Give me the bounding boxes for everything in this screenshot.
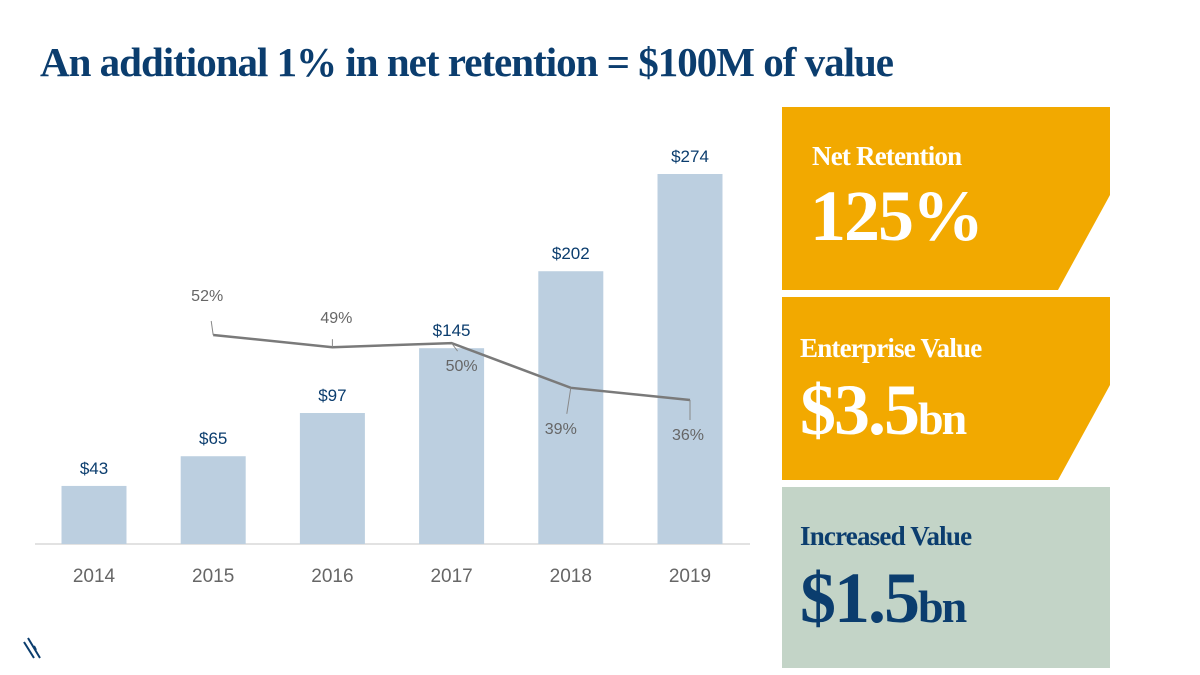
x-tick-label: 2015 xyxy=(192,566,234,587)
panel-value: 125% xyxy=(810,176,982,256)
bar-value-label: $145 xyxy=(433,321,471,340)
panel-number: $3.5 xyxy=(800,370,918,450)
label-leader xyxy=(451,342,459,352)
panel-label: Net Retention xyxy=(812,141,962,171)
line-value-label: 39% xyxy=(545,421,577,438)
logo-mark xyxy=(23,637,41,659)
logo xyxy=(23,637,41,659)
panel-number: $1.5 xyxy=(800,558,918,638)
label-leader xyxy=(566,387,572,414)
panel-unit: bn xyxy=(918,393,967,444)
panel-label: Increased Value xyxy=(800,521,972,551)
bar xyxy=(299,413,365,544)
x-tick-label: 2014 xyxy=(73,566,116,587)
bar-value-label: $43 xyxy=(80,459,108,478)
line-value-label: 52% xyxy=(191,288,223,305)
line-value-label: 49% xyxy=(320,310,352,327)
slide-title: An additional 1% in net retention = $100… xyxy=(40,39,894,85)
bar-value-label: $202 xyxy=(552,244,590,263)
line-value-label: 36% xyxy=(672,427,704,444)
line-value-label: 50% xyxy=(446,358,478,375)
x-tick-label: 2017 xyxy=(430,566,472,587)
bar xyxy=(657,174,723,544)
bar-value-label: $274 xyxy=(671,147,709,166)
bar xyxy=(538,271,604,544)
panel-value: $1.5bn xyxy=(800,558,967,638)
panel-bg xyxy=(782,107,1110,290)
label-leader xyxy=(210,320,214,336)
bar-value-label: $97 xyxy=(318,386,346,405)
x-tick-label: 2016 xyxy=(311,566,353,587)
panel-bg xyxy=(782,487,1110,668)
x-tick-label: 2019 xyxy=(669,566,711,587)
bar xyxy=(180,456,246,544)
x-tick-label: 2018 xyxy=(550,566,592,587)
panel-bg xyxy=(782,297,1110,480)
bar xyxy=(419,348,485,544)
panel-label: Enterprise Value xyxy=(800,333,982,363)
bar-value-label: $65 xyxy=(199,429,227,448)
panel-value: $3.5bn xyxy=(800,370,967,450)
bar xyxy=(61,485,127,544)
panel-unit: bn xyxy=(918,581,967,632)
